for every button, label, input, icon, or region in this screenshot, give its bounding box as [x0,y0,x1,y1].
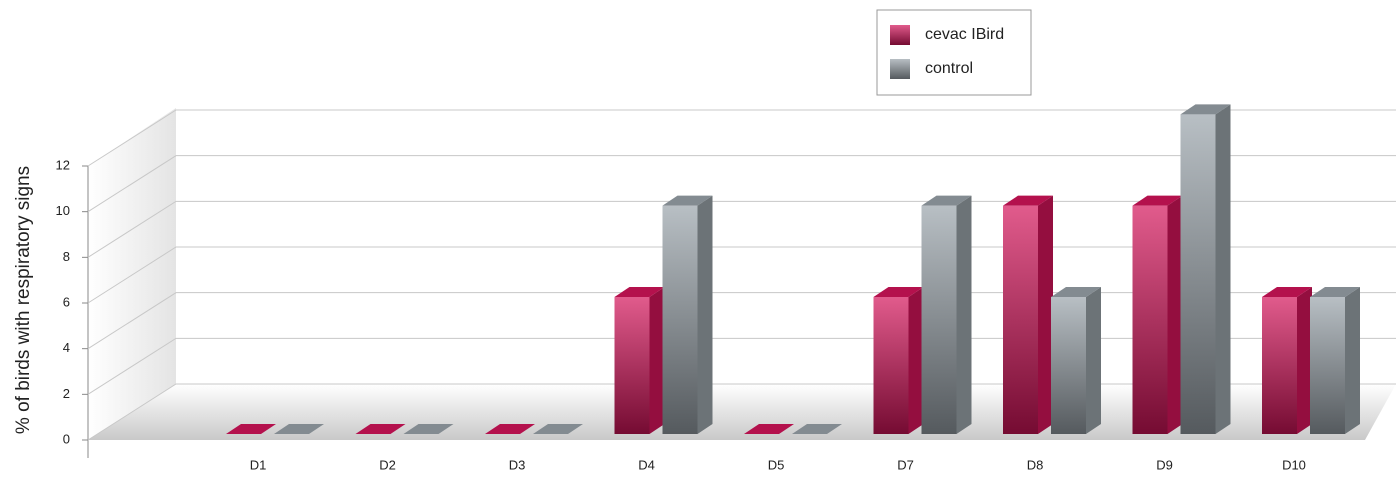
bar-top [744,424,794,434]
y-axis-title: % of birds with respiratory signs [13,166,34,434]
x-tick-label: D1 [250,457,267,472]
bar-side [956,195,972,434]
bar-top [662,195,713,206]
bar-front [921,205,957,434]
bar-top [1132,195,1183,206]
bar-top [1180,104,1231,115]
bar-front [662,205,698,434]
y-tick-label: 4 [63,340,70,355]
bar [355,424,406,434]
bar-front [614,297,650,434]
bar [744,424,794,434]
bar-top [921,195,972,206]
bar [921,195,972,434]
bar-top [1262,287,1312,297]
bar-front [1003,205,1038,434]
bar-front [1180,114,1216,434]
bar-top [1310,287,1360,297]
bar [1132,195,1183,434]
grid-line [87,383,1396,441]
grid-line [87,155,1396,213]
y-tick-label: 6 [63,294,70,309]
bar-front [1310,297,1345,434]
side-wall [88,108,176,440]
bar [485,424,535,434]
legend-label: cevac IBird [925,26,1004,43]
y-tick-label: 8 [63,249,70,264]
bar-top [614,287,665,297]
bar [662,195,713,434]
bar-top [274,424,324,434]
y-tick-label: 2 [63,386,70,401]
bar [1262,287,1312,434]
bar [403,424,454,434]
bar-top [485,424,535,434]
bar [226,424,276,434]
bar [1180,104,1231,434]
bar-top [355,424,406,434]
bar [274,424,324,434]
bar-top [1003,195,1053,206]
bar [792,424,842,434]
grid-line [87,337,1396,395]
y-tick-label: 0 [63,431,70,446]
grid-line [87,200,1396,258]
bar-side [1345,287,1360,434]
bar-front [873,297,909,434]
bar-side [908,287,924,434]
bar-side [1297,287,1312,434]
bar-top [226,424,276,434]
legend-box [876,9,1032,96]
x-tick-label: D4 [638,457,655,472]
x-tick-label: D9 [1156,457,1173,472]
x-tick-label: D5 [768,457,785,472]
bar-top [792,424,842,434]
x-tick-label: D7 [897,457,914,472]
x-tick-label: D3 [509,457,526,472]
bar-side [1215,104,1231,434]
y-tick-label: 12 [56,157,70,172]
bar [614,287,665,434]
bar-top [533,424,583,434]
bar-side [1167,195,1183,434]
legend-label: control [925,60,973,77]
legend-swatch [890,25,910,45]
bar [873,287,924,434]
x-tick-label: D2 [379,457,396,472]
bar-front [1262,297,1297,434]
bar-side [697,195,713,434]
bar [1003,195,1053,434]
bar [1051,287,1101,434]
bar-top [873,287,924,297]
bar [533,424,583,434]
y-tick-label: 10 [56,203,70,218]
bar-side [1086,287,1101,434]
bar-side [1038,195,1053,434]
bar-front [1051,297,1086,434]
x-tick-label: D8 [1027,457,1044,472]
bar [1310,287,1360,434]
legend-swatch [890,59,910,79]
bar-side [649,287,665,434]
bar-top [403,424,454,434]
grid-line [87,109,1396,167]
bar-top [1051,287,1101,297]
x-tick-label: D10 [1282,457,1306,472]
grid-line [87,292,1396,350]
grid-line [87,246,1396,304]
bar-front [1132,205,1168,434]
